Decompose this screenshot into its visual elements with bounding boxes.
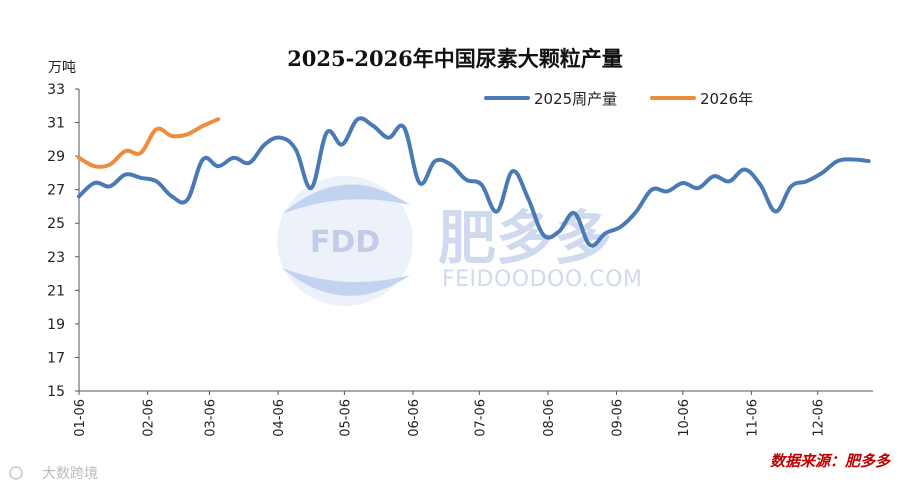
corner-mark: 大数跨境 [9,466,98,482]
watermark-url: FEIDOODOO.COM [442,267,642,292]
x-tick-label: 12-06 [812,399,827,437]
y-tick-label: 19 [47,317,65,333]
watermark-brand: 肥多多 [438,204,612,272]
x-tick-label: 02-06 [142,399,157,437]
legend-label-2025: 2025周产量 [534,90,617,108]
corner-logo-icon [9,466,23,480]
y-tick-label: 17 [47,350,65,366]
legend-label-2026: 2026年 [700,90,753,108]
chart-title: 2025-2026年中国尿素大颗粒产量 [287,46,623,71]
x-tick-label: 03-06 [203,399,218,437]
x-tick-label: 01-06 [73,399,88,437]
x-tick-label: 09-06 [610,399,625,437]
legend: 2025周产量 2026年 [484,90,753,108]
y-axis-unit: 万吨 [48,60,76,76]
y-tick-label: 25 [47,216,65,232]
x-axis-ticks: 01-06 02-06 03-06 04-06 05-06 06-06 07-06 08-06… [73,391,827,437]
series-line-2026 [77,117,221,169]
y-tick-label: 29 [47,149,65,165]
fdd-logo-icon [277,176,413,306]
watermark: FDD 肥多多 FEIDOODOO.COM [277,176,642,306]
source-note: 数据来源：肥多多 [770,452,891,470]
y-tick-label: 31 [47,116,65,132]
x-tick-label: 10-06 [677,399,692,437]
y-axis-ticks: 15 17 19 21 23 25 27 29 31 33 [47,82,79,400]
watermark-logo-text: FDD [310,225,380,260]
y-tick-label: 33 [47,82,65,98]
corner-mark-text: 大数跨境 [42,466,98,482]
x-tick-label: 06-06 [407,399,422,437]
y-tick-label: 27 [47,183,65,199]
x-tick-label: 11-06 [745,399,760,437]
y-tick-label: 15 [47,384,65,400]
x-tick-label: 08-06 [542,399,557,437]
x-tick-label: 07-06 [473,399,488,437]
series-line-2025 [77,116,871,248]
y-tick-label: 23 [47,250,65,266]
series-group [77,116,871,248]
y-tick-label: 21 [47,283,65,299]
x-tick-label: 05-06 [338,399,353,437]
x-tick-label: 04-06 [272,399,287,437]
